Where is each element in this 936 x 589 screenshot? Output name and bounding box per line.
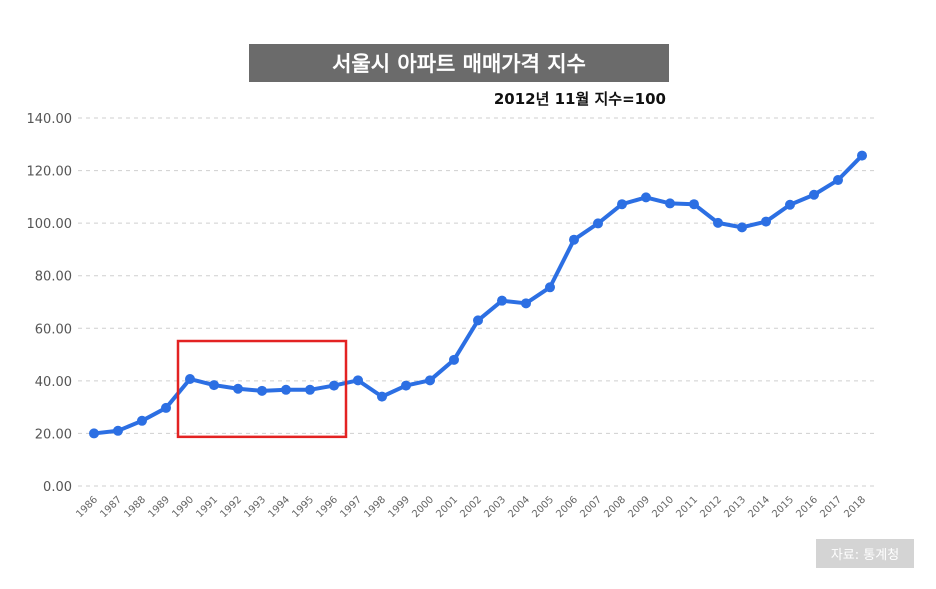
data-point <box>545 282 555 293</box>
data-point <box>497 295 507 306</box>
x-tick-label: 1987 <box>98 494 124 520</box>
x-tick-label: 2003 <box>482 494 508 520</box>
data-point <box>425 375 435 386</box>
x-tick-label: 2010 <box>650 494 676 520</box>
x-tick-label: 1995 <box>290 494 316 520</box>
data-point <box>257 385 267 396</box>
highlight-box <box>176 339 348 439</box>
data-point <box>185 374 195 385</box>
chart-subtitle: 2012년 11월 지수=100 <box>493 90 666 108</box>
data-point <box>161 402 171 413</box>
x-tick-label: 2007 <box>578 494 604 520</box>
data-point <box>617 199 627 210</box>
data-point <box>449 354 459 365</box>
data-point <box>113 425 123 436</box>
x-tick-label: 2001 <box>434 494 460 520</box>
data-point <box>521 298 531 309</box>
x-tick-label: 2011 <box>674 494 700 520</box>
data-point <box>713 217 723 228</box>
data-point <box>809 189 819 200</box>
y-tick-label: 80.00 <box>35 270 72 285</box>
data-point <box>305 384 315 395</box>
highlight-layer <box>176 339 348 439</box>
data-point <box>593 218 603 229</box>
data-point <box>641 192 651 203</box>
x-tick-label: 1991 <box>194 494 220 520</box>
x-tick-label: 2006 <box>554 494 580 520</box>
x-axis-ticks: 1986198719881989199019911992199319941995… <box>74 494 868 520</box>
data-point <box>89 428 99 439</box>
data-point <box>377 391 387 402</box>
x-tick-label: 1999 <box>386 494 412 520</box>
x-tick-label: 2018 <box>842 494 868 520</box>
chart-title-box: 서울시 아파트 매매가격 지수 <box>249 44 669 82</box>
data-point <box>665 198 675 209</box>
x-tick-label: 1997 <box>338 494 364 520</box>
data-point <box>281 384 291 395</box>
chart-title: 서울시 아파트 매매가격 지수 <box>332 52 586 76</box>
data-point <box>569 234 579 245</box>
x-tick-label: 2013 <box>722 494 748 520</box>
x-tick-label: 2017 <box>818 494 844 520</box>
x-tick-label: 2005 <box>530 494 556 520</box>
source-badge: 자료: 통계청 <box>816 539 914 568</box>
data-point <box>137 415 147 426</box>
x-tick-label: 1989 <box>146 494 172 520</box>
data-point <box>737 222 747 233</box>
series-layer <box>89 150 867 439</box>
data-point <box>785 199 795 210</box>
y-tick-label: 140.00 <box>27 112 73 127</box>
data-point <box>857 150 867 161</box>
x-tick-label: 2014 <box>746 494 772 520</box>
y-tick-label: 0.00 <box>43 480 72 495</box>
x-tick-label: 2002 <box>458 494 484 520</box>
x-tick-label: 1988 <box>122 494 148 520</box>
data-point <box>233 383 243 394</box>
series-line <box>92 153 864 436</box>
data-point <box>329 380 339 391</box>
x-tick-label: 1990 <box>170 494 196 520</box>
y-tick-label: 100.00 <box>27 217 73 232</box>
grid-lines <box>78 117 878 487</box>
y-tick-label: 40.00 <box>35 375 72 390</box>
x-tick-label: 2016 <box>794 494 820 520</box>
y-axis-ticks: 0.00 20.00 40.00 60.00 80.00 100.00 120.00 140.… <box>27 112 73 495</box>
data-point <box>833 175 843 186</box>
y-tick-label: 120.00 <box>27 165 73 180</box>
x-tick-label: 2000 <box>410 494 436 520</box>
x-tick-label: 2009 <box>626 494 652 520</box>
data-point <box>473 315 483 326</box>
x-tick-label: 2004 <box>506 494 532 520</box>
data-point <box>401 380 411 391</box>
x-tick-label: 1996 <box>314 494 340 520</box>
x-tick-label: 2008 <box>602 494 628 520</box>
x-tick-label: 1993 <box>242 494 268 520</box>
y-tick-label: 20.00 <box>35 427 72 442</box>
data-point <box>689 199 699 210</box>
x-tick-label: 1994 <box>266 494 292 520</box>
x-tick-label: 1986 <box>74 494 100 520</box>
x-tick-label: 2012 <box>698 494 724 520</box>
x-tick-label: 1992 <box>218 494 244 520</box>
x-tick-label: 1998 <box>362 494 388 520</box>
y-tick-label: 60.00 <box>35 322 72 337</box>
data-point <box>761 216 771 227</box>
data-point <box>209 380 219 391</box>
data-point <box>353 375 363 386</box>
x-tick-label: 2015 <box>770 494 796 520</box>
